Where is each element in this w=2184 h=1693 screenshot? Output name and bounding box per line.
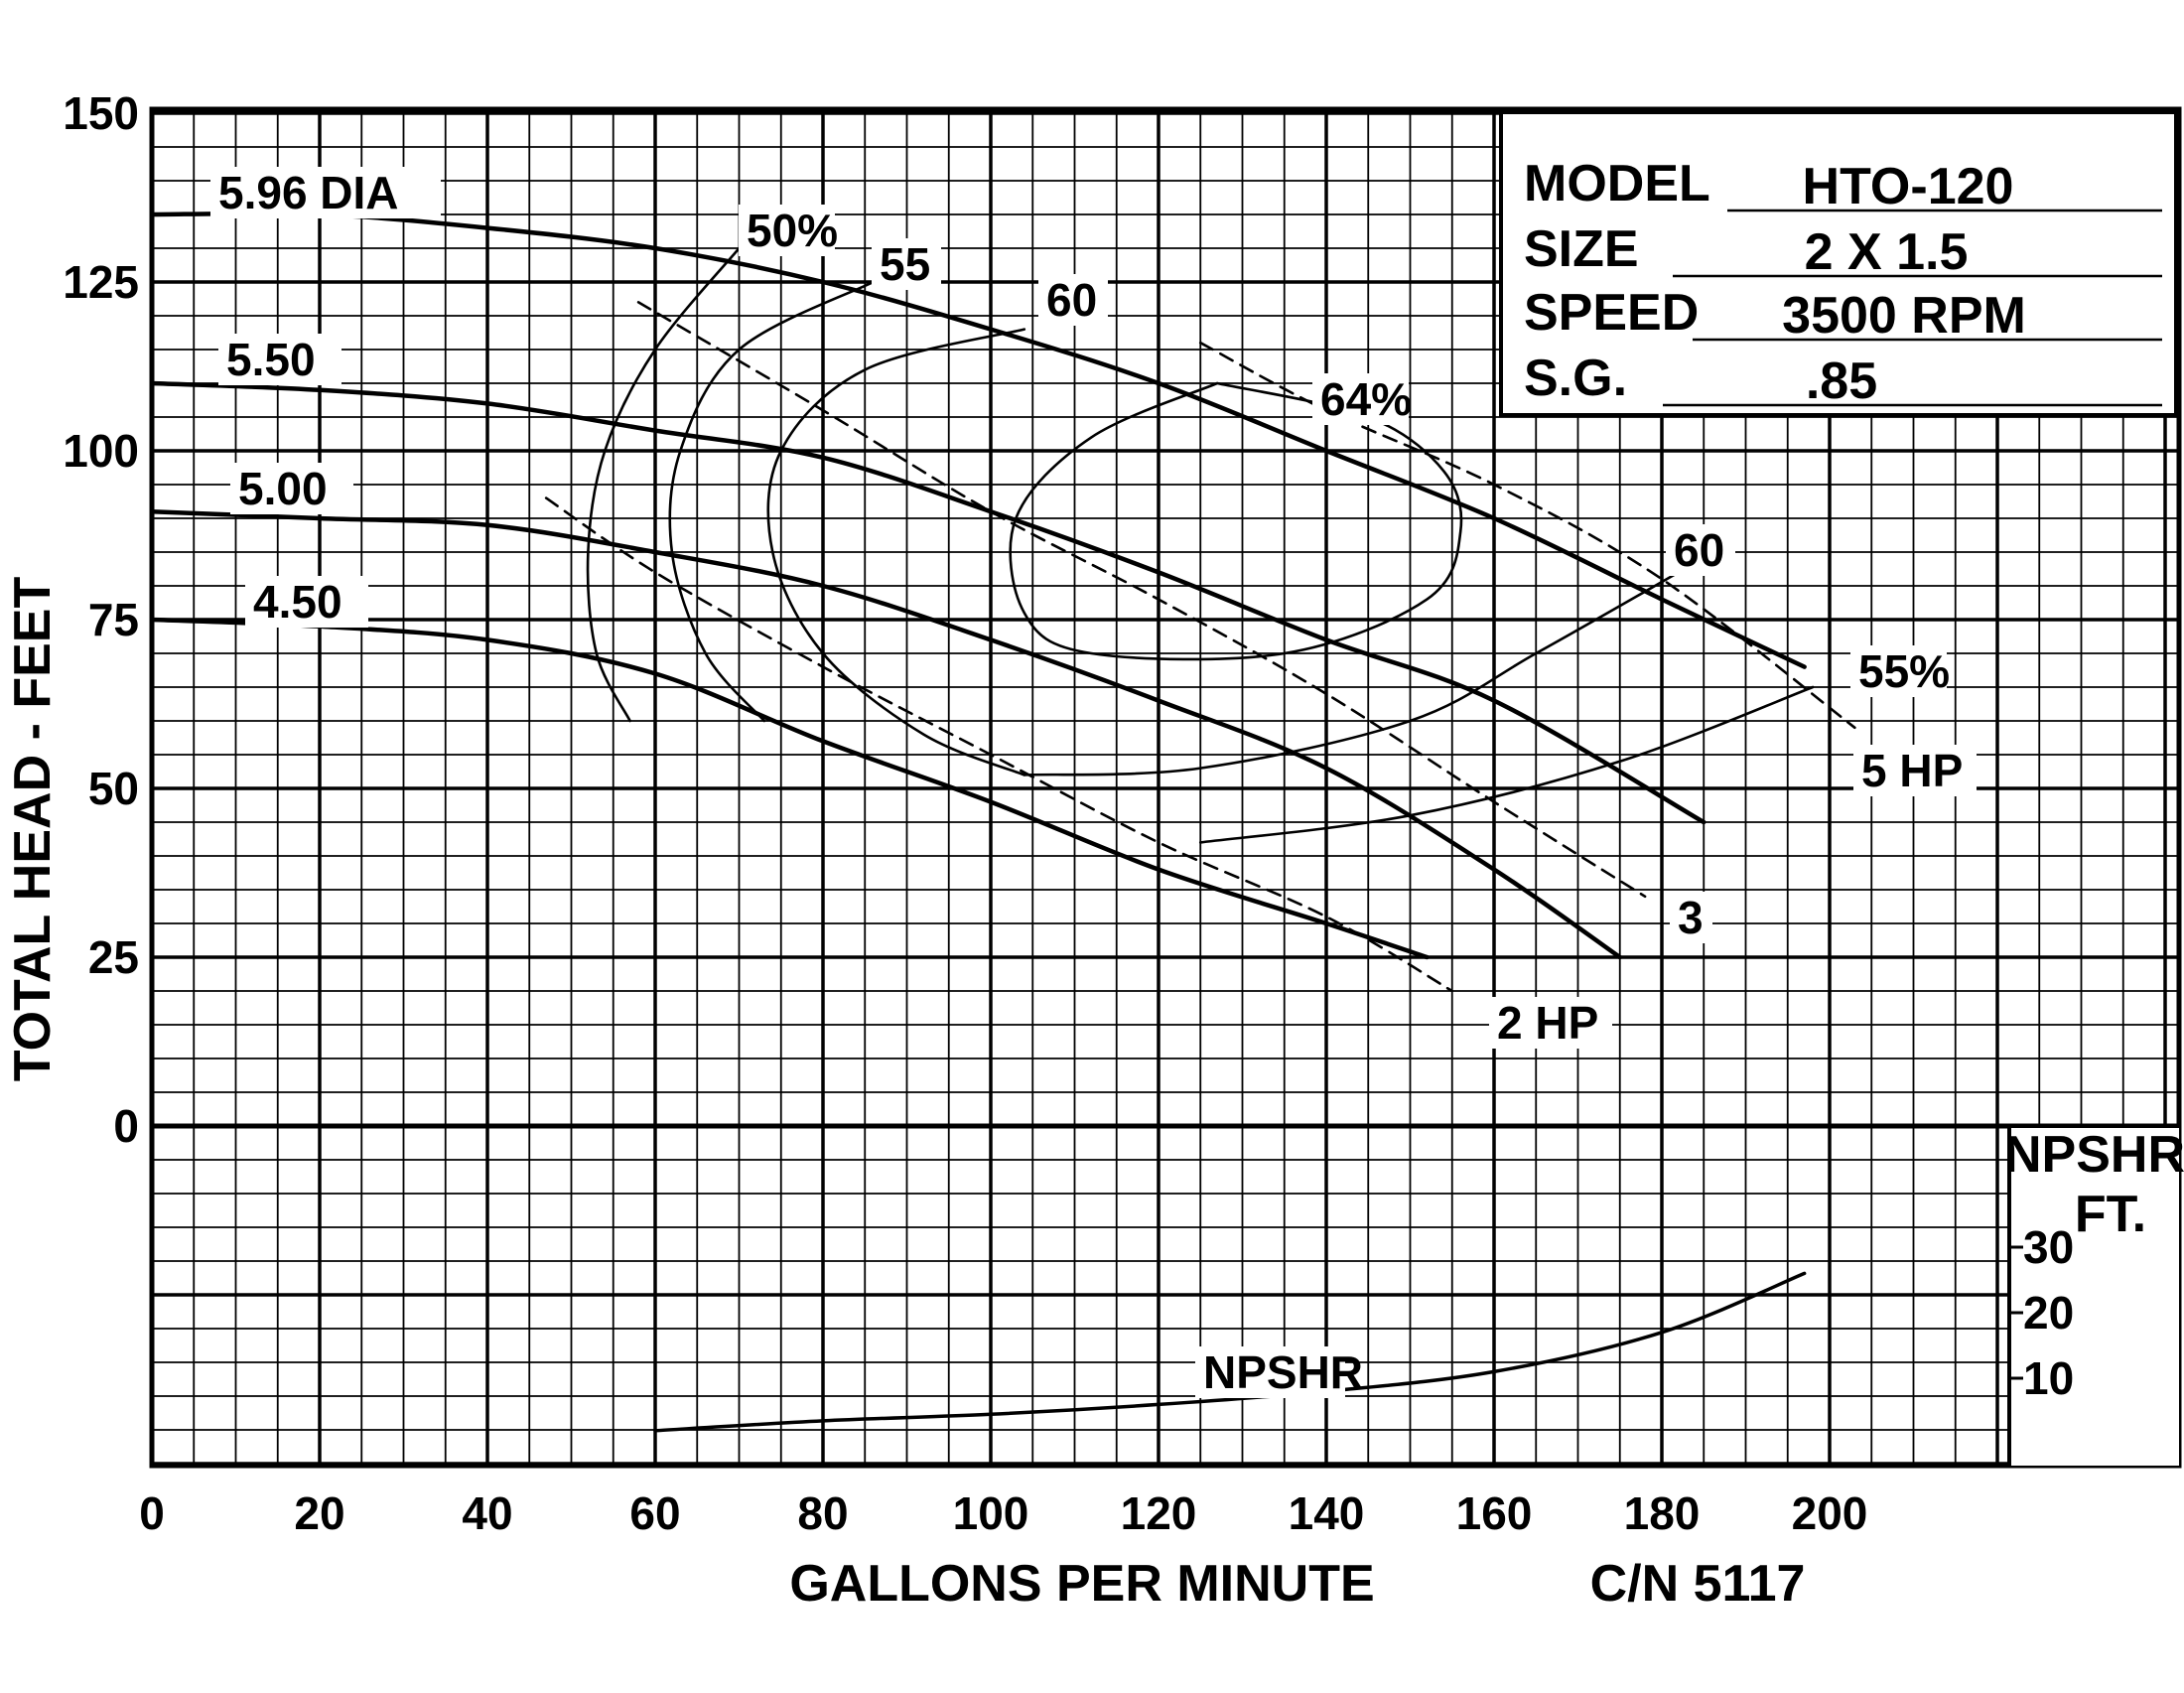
series-impeller-5-50 xyxy=(149,380,1706,825)
x-tick-label: 40 xyxy=(462,1487,512,1539)
series-label-bg xyxy=(1850,645,1947,697)
info-label-sg: S.G. xyxy=(1524,350,1627,407)
x-tick-label: 20 xyxy=(294,1487,344,1539)
info-value: 2 X 1.5 xyxy=(1805,223,1969,281)
y-tick-label: 50 xyxy=(88,763,139,814)
x-tick-label: 80 xyxy=(797,1487,848,1539)
series-label: 55% xyxy=(1858,645,1950,697)
x-tick-label: 140 xyxy=(1289,1487,1365,1539)
grid-layer xyxy=(149,106,2182,1469)
series-npshr-npshr xyxy=(653,1271,1807,1433)
series-efficiency-55 xyxy=(668,280,875,723)
x-tick-label: 120 xyxy=(1121,1487,1197,1539)
info-value: 3500 RPM xyxy=(1782,287,2026,345)
series-label: 60 xyxy=(1674,524,1724,576)
series-label-bg xyxy=(1853,745,1977,796)
series-label: 5.96 DIA xyxy=(218,167,399,218)
series-label-bg xyxy=(210,167,441,218)
info-label-speed: SPEED xyxy=(1524,284,1699,342)
npshr-tick-label: 30 xyxy=(2023,1221,2074,1273)
series-label: 3 xyxy=(1678,892,1704,943)
series-efficiency-64 xyxy=(1009,381,1463,661)
series-label: 2 HP xyxy=(1497,997,1598,1049)
y-tick-label: 150 xyxy=(63,87,139,139)
y-tick-label: 100 xyxy=(63,425,139,477)
series-label-bg xyxy=(1312,373,1409,425)
x-tick-label: 60 xyxy=(629,1487,680,1539)
series-label-bg xyxy=(1195,1346,1345,1398)
series-label-bg xyxy=(1670,892,1712,943)
info-box: MODEL HTO-120 SIZE 2 X 1.5 SPEED 3500 RPM S.G.… xyxy=(1499,110,2178,417)
series-layer xyxy=(149,211,1856,1433)
series-label: 5.50 xyxy=(226,334,316,385)
npshr-tick-label: 20 xyxy=(2023,1287,2074,1339)
y-axis-title: TOTAL HEAD - FEET xyxy=(4,577,62,1082)
series-label: 50% xyxy=(747,205,838,256)
series-label-bg xyxy=(1038,274,1108,326)
series-label: 5 HP xyxy=(1861,745,1963,796)
series-horsepower-3 xyxy=(636,301,1647,899)
series-label-bg xyxy=(245,576,368,628)
series-label-bg xyxy=(739,205,835,256)
series-label: NPSHR xyxy=(1203,1346,1363,1398)
series-efficiency-60 xyxy=(1023,571,1681,776)
info-label-size: SIZE xyxy=(1524,220,1639,278)
x-tick-label: 180 xyxy=(1624,1487,1701,1539)
series-efficiency-50 xyxy=(586,246,741,723)
series-horsepower-5-hp xyxy=(1198,341,1856,730)
y-tick-label: 125 xyxy=(63,256,139,308)
y-tick-label: 75 xyxy=(88,594,139,645)
axis-layer: 0 25 50 75 100 125 150 0 20 40 60 80 100 120 140 160 180… xyxy=(4,87,1867,1613)
series-label-bg xyxy=(1489,997,1612,1049)
series-label: 60 xyxy=(1046,274,1097,326)
catalog-number: C/N 5117 xyxy=(1590,1555,1806,1613)
series-label-bg xyxy=(218,334,341,385)
npshr-axis-unit: FT. xyxy=(2075,1186,2146,1243)
x-tick-label: 0 xyxy=(139,1487,165,1539)
series-horsepower-2-hp xyxy=(544,496,1454,993)
series-label-bg xyxy=(872,238,941,290)
series-label: 5.00 xyxy=(238,463,328,514)
x-tick-label: 200 xyxy=(1792,1487,1868,1539)
npshr-panel-bg xyxy=(2009,1126,2179,1466)
series-label: 4.50 xyxy=(253,576,342,628)
series-impeller-5-00 xyxy=(149,508,1622,960)
info-value: .85 xyxy=(1806,353,1877,410)
npshr-axis-title: NPSHR xyxy=(2004,1126,2184,1184)
plot-frame xyxy=(149,106,2182,1469)
npshr-tick-label: 10 xyxy=(2023,1352,2074,1404)
info-value: HTO-120 xyxy=(1803,158,2014,215)
series-label-bg xyxy=(1666,524,1735,576)
series-label: 64% xyxy=(1320,373,1412,425)
series-impeller-5-96-dia xyxy=(149,211,1807,669)
series-label-bg xyxy=(230,463,353,514)
info-label-model: MODEL xyxy=(1524,155,1710,212)
series-label: 55 xyxy=(880,238,930,290)
series-efficiency-60 xyxy=(766,328,1026,776)
x-tick-label: 100 xyxy=(953,1487,1029,1539)
x-axis-title: GALLONS PER MINUTE xyxy=(789,1555,1374,1613)
y-tick-label: 0 xyxy=(113,1100,139,1152)
y-tick-label: 25 xyxy=(88,931,139,983)
info-box-frame xyxy=(1499,110,2178,417)
x-tick-label: 160 xyxy=(1456,1487,1533,1539)
series-efficiency-55 xyxy=(1198,685,1815,844)
series-impeller-4-50 xyxy=(149,617,1430,960)
